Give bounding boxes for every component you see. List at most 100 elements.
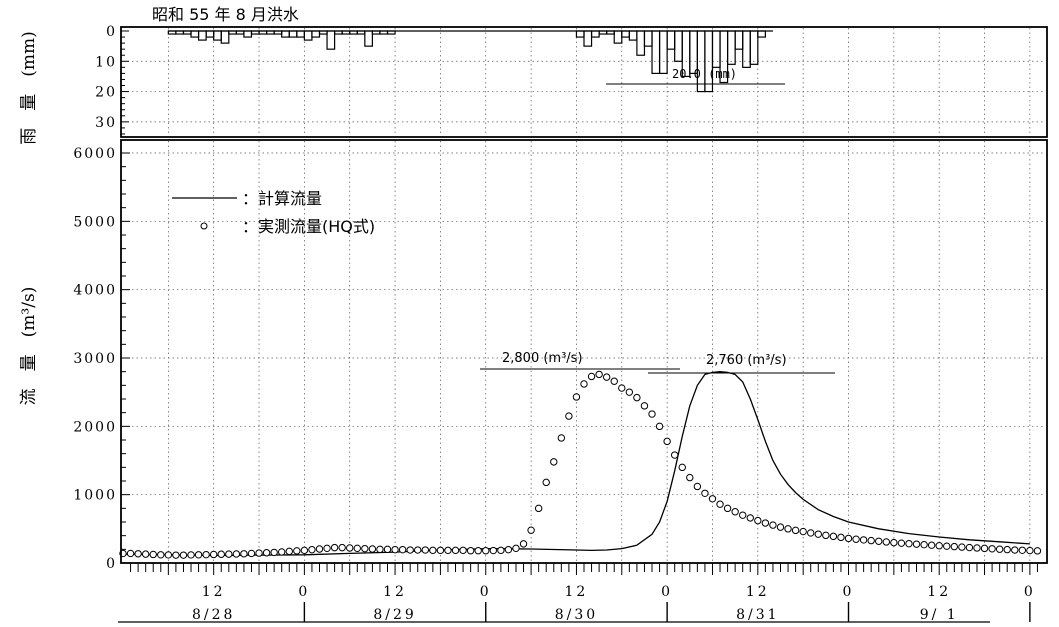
observed-flow-point: [655, 422, 664, 431]
rain-bar: [613, 30, 623, 44]
observed-flow-point: [791, 526, 800, 535]
observed-flow-point: [905, 539, 913, 548]
flow-tick-label: 6000: [73, 146, 117, 162]
flow-tick-label: 4000: [73, 283, 117, 299]
hour-tick-label: 0: [480, 584, 492, 600]
date-label: 8/29: [373, 607, 416, 623]
observed-flow-point: [602, 373, 611, 381]
observed-flow-point: [141, 550, 150, 558]
observed-flow-point: [414, 546, 422, 554]
observed-flow-point: [927, 541, 936, 549]
rain-bar: [583, 30, 593, 47]
observed-flow-point: [255, 549, 263, 557]
observed-flow-point: [935, 542, 943, 550]
hour-tick-label: 0: [843, 584, 855, 600]
observed-flow-point: [361, 544, 369, 553]
observed-flow-point: [459, 546, 467, 555]
grid-lines: [123, 28, 1045, 562]
observed-flow-point: [353, 544, 361, 553]
legend-computed-label: ：計算流量: [242, 189, 322, 208]
observed-flow-point: [920, 540, 928, 549]
rain-bar: [734, 30, 744, 50]
rain-bar: [749, 30, 759, 65]
rain-bar: [726, 30, 736, 65]
observed-flow-point: [474, 547, 482, 555]
observed-flow-point: [406, 546, 414, 554]
observed-flow-point: [527, 526, 535, 534]
observed-flow-point: [330, 543, 339, 552]
legend-observed-label: ：実測流量(HQ式): [242, 217, 375, 236]
rain-tick-label: 10: [95, 54, 117, 70]
rain-bar: [643, 30, 653, 47]
observed-flow-point: [225, 550, 233, 558]
date-label: 8/28: [192, 607, 235, 623]
observed-flow-point: [550, 458, 558, 466]
observed-flow-point: [587, 372, 596, 381]
rain-y-axis: 0 10 20 30: [95, 24, 129, 135]
observed-flow-point: [708, 495, 717, 503]
rain-bar: [658, 30, 668, 75]
observed-flow-point: [670, 451, 679, 459]
flow-tick-label: 2000: [73, 419, 117, 435]
observed-flow-point: [202, 550, 210, 559]
observed-flow-point: [663, 437, 671, 446]
observed-flow-point: [739, 511, 747, 519]
observed-flow-point: [958, 543, 966, 551]
observed-flow-point: [194, 551, 203, 559]
observed-flow-point: [837, 533, 845, 542]
observed-flow-point: [519, 540, 528, 548]
rain-bar: [205, 30, 215, 38]
rain-bar: [757, 30, 766, 38]
observed-flow-point: [701, 489, 709, 497]
observed-flow-point: [391, 545, 399, 554]
observed-flow-point: [648, 410, 656, 418]
observed-flow-point: [323, 544, 331, 553]
observed-flow-point: [693, 482, 702, 491]
observed-flow-point: [557, 434, 566, 442]
observed-flow-point: [580, 380, 588, 388]
observed-flow-point: [1003, 545, 1011, 554]
flow-y-axis: 0 1000 2000 3000 4000 5000 6000: [73, 146, 130, 572]
hour-tick-label: 12: [746, 584, 770, 600]
observed-flow-point: [572, 393, 581, 401]
observed-flow-point: [187, 551, 195, 559]
observed-flow-point: [346, 544, 354, 552]
observed-flow-point: [754, 516, 762, 525]
rain-peak-label: 20.0 (mm): [672, 67, 737, 81]
observed-flow-point: [867, 536, 875, 545]
observed-flow-point: [179, 551, 188, 559]
observed-flow-point: [822, 531, 830, 540]
flow-panel-frame: [120, 139, 1048, 564]
rain-axis-label: 雨 量 (mm): [19, 31, 39, 145]
observed-flow-point: [308, 545, 316, 554]
computed-peak-label: 2,800 (m³/s): [502, 351, 583, 366]
hour-tick-label: 12: [927, 584, 951, 600]
observed-flow-point: [436, 546, 445, 555]
rain-bar: [326, 30, 336, 50]
observed-peak-label: 2,760 (m³/s): [706, 353, 787, 368]
observed-flow-point: [247, 549, 256, 558]
rain-tick-label: 30: [95, 115, 117, 131]
observed-flow-point: [157, 551, 165, 559]
observed-flow-point: [285, 547, 293, 556]
rainfall-series: [167, 30, 773, 93]
rainfall-panel-frame: [120, 26, 1048, 138]
hour-tick-label: 12: [565, 584, 589, 600]
observed-flow-point: [610, 377, 618, 385]
observed-flow-point: [912, 540, 921, 548]
observed-flow-point: [451, 546, 460, 555]
rain-bar: [628, 30, 638, 41]
observed-flow-point: [209, 550, 218, 559]
observed-flow-point: [497, 546, 505, 555]
observed-flow-point: [875, 537, 883, 545]
observed-flow-point: [278, 548, 286, 556]
legend: ：計算流量 ：実測流量(HQ式): [172, 189, 375, 236]
observed-flow-point: [746, 514, 754, 522]
rain-bar: [636, 30, 646, 56]
observed-flow-point: [844, 534, 853, 543]
rain-bar: [651, 30, 661, 75]
hour-tick-label: 0: [298, 584, 310, 600]
observed-flow-point: [1018, 546, 1027, 554]
observed-flow-point: [172, 551, 180, 559]
observed-flow-point: [240, 550, 248, 558]
